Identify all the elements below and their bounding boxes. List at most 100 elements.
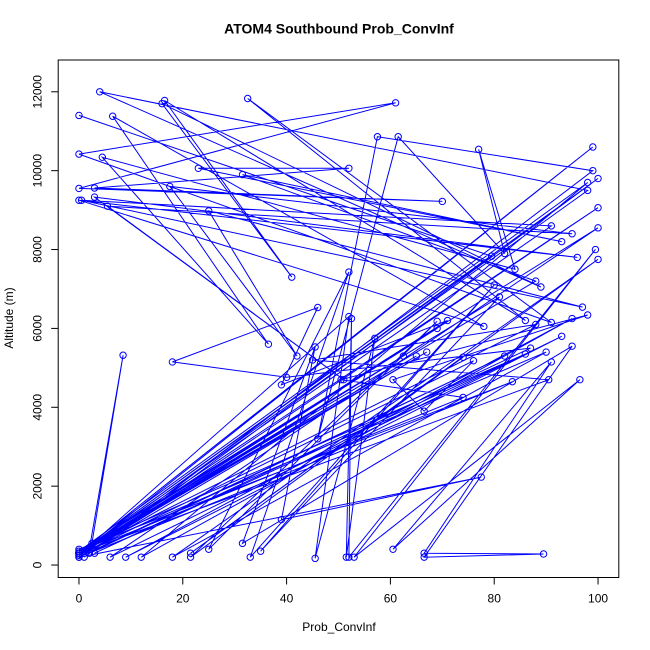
data-point — [85, 549, 94, 557]
data-point — [277, 515, 286, 524]
data-point — [589, 143, 597, 151]
data-point — [443, 316, 452, 325]
data-point — [480, 322, 488, 331]
data-point — [345, 164, 353, 172]
data-point — [345, 553, 353, 561]
data-point — [594, 224, 602, 232]
data-point — [521, 350, 530, 358]
data-point — [578, 303, 587, 311]
data-point — [521, 316, 530, 325]
data-point — [591, 245, 600, 254]
data-point — [469, 357, 478, 365]
data-point — [90, 193, 99, 201]
data-point — [238, 170, 247, 179]
data-point — [532, 277, 540, 285]
data-point — [314, 435, 322, 443]
data-point — [474, 145, 483, 154]
data-point — [75, 150, 83, 158]
data-point — [594, 204, 602, 212]
data-point — [532, 320, 540, 329]
data-point — [511, 265, 519, 273]
data-point — [542, 348, 550, 356]
data-point — [168, 358, 177, 366]
data-point — [119, 351, 127, 359]
data-point — [243, 94, 252, 103]
data-point — [391, 99, 400, 107]
data-point — [342, 553, 350, 561]
data-point — [420, 407, 428, 415]
data-point — [594, 174, 602, 183]
data-point — [293, 352, 301, 360]
data-point — [433, 317, 441, 326]
data-point — [373, 133, 382, 141]
data-point — [547, 222, 556, 230]
data-point — [103, 202, 112, 210]
y-tick-label: 12000 — [30, 75, 44, 109]
data-point — [399, 352, 408, 360]
data-line — [78, 91, 599, 559]
data-point — [589, 166, 597, 175]
data-point — [160, 96, 169, 105]
data-point — [282, 373, 291, 382]
data-point — [205, 545, 213, 553]
data-point — [121, 553, 130, 561]
data-point — [137, 553, 145, 561]
data-point — [109, 112, 117, 120]
data-point — [311, 554, 319, 563]
data-point — [186, 549, 195, 557]
x-tick-label: 0 — [76, 592, 83, 606]
data-point — [459, 353, 467, 361]
x-tick-label: 100 — [588, 592, 608, 606]
data-point — [337, 375, 345, 384]
data-point — [495, 293, 504, 301]
data-point — [568, 314, 576, 323]
data-point — [558, 237, 566, 246]
data-point — [477, 473, 485, 481]
data-point — [558, 332, 566, 340]
chart-title: ATOM4 Southbound Prob_ConvInf — [224, 21, 454, 37]
data-point — [80, 547, 88, 555]
data-point — [90, 184, 99, 192]
data-point — [345, 268, 353, 276]
data-point — [573, 253, 581, 262]
data-point — [459, 393, 467, 402]
data-point — [168, 553, 177, 561]
x-tick-label: 60 — [384, 592, 398, 606]
data-point — [490, 281, 498, 289]
data-point — [311, 343, 319, 351]
y-tick-label: 8000 — [30, 236, 44, 263]
data-point — [412, 352, 421, 360]
data-point — [394, 133, 402, 141]
data-point — [77, 196, 86, 204]
data-point — [539, 550, 548, 558]
y-tick-label: 4000 — [30, 394, 44, 421]
data-point — [75, 549, 83, 557]
data-point — [238, 539, 247, 548]
data-point — [264, 340, 273, 348]
data-point — [98, 153, 107, 161]
data-point — [85, 545, 94, 553]
data-point — [420, 549, 428, 557]
data-point — [568, 230, 576, 238]
data-point — [389, 375, 397, 384]
data-point — [576, 375, 584, 384]
x-tick-label: 20 — [176, 592, 190, 606]
y-tick-label: 0 — [30, 561, 44, 568]
data-point — [186, 553, 195, 561]
data-point — [277, 381, 286, 389]
data-point — [350, 553, 358, 561]
y-tick-label: 6000 — [30, 315, 44, 342]
y-tick-label: 10000 — [30, 154, 44, 188]
data-point — [205, 207, 213, 215]
data-point — [583, 186, 592, 195]
data-point — [75, 111, 83, 120]
data-point — [433, 324, 441, 333]
data-point — [500, 249, 509, 258]
data-point — [246, 553, 254, 561]
x-tick-label: 40 — [280, 592, 294, 606]
data-point — [96, 88, 104, 96]
data-point — [389, 545, 397, 553]
data-point — [568, 342, 576, 350]
data-point — [339, 375, 348, 384]
